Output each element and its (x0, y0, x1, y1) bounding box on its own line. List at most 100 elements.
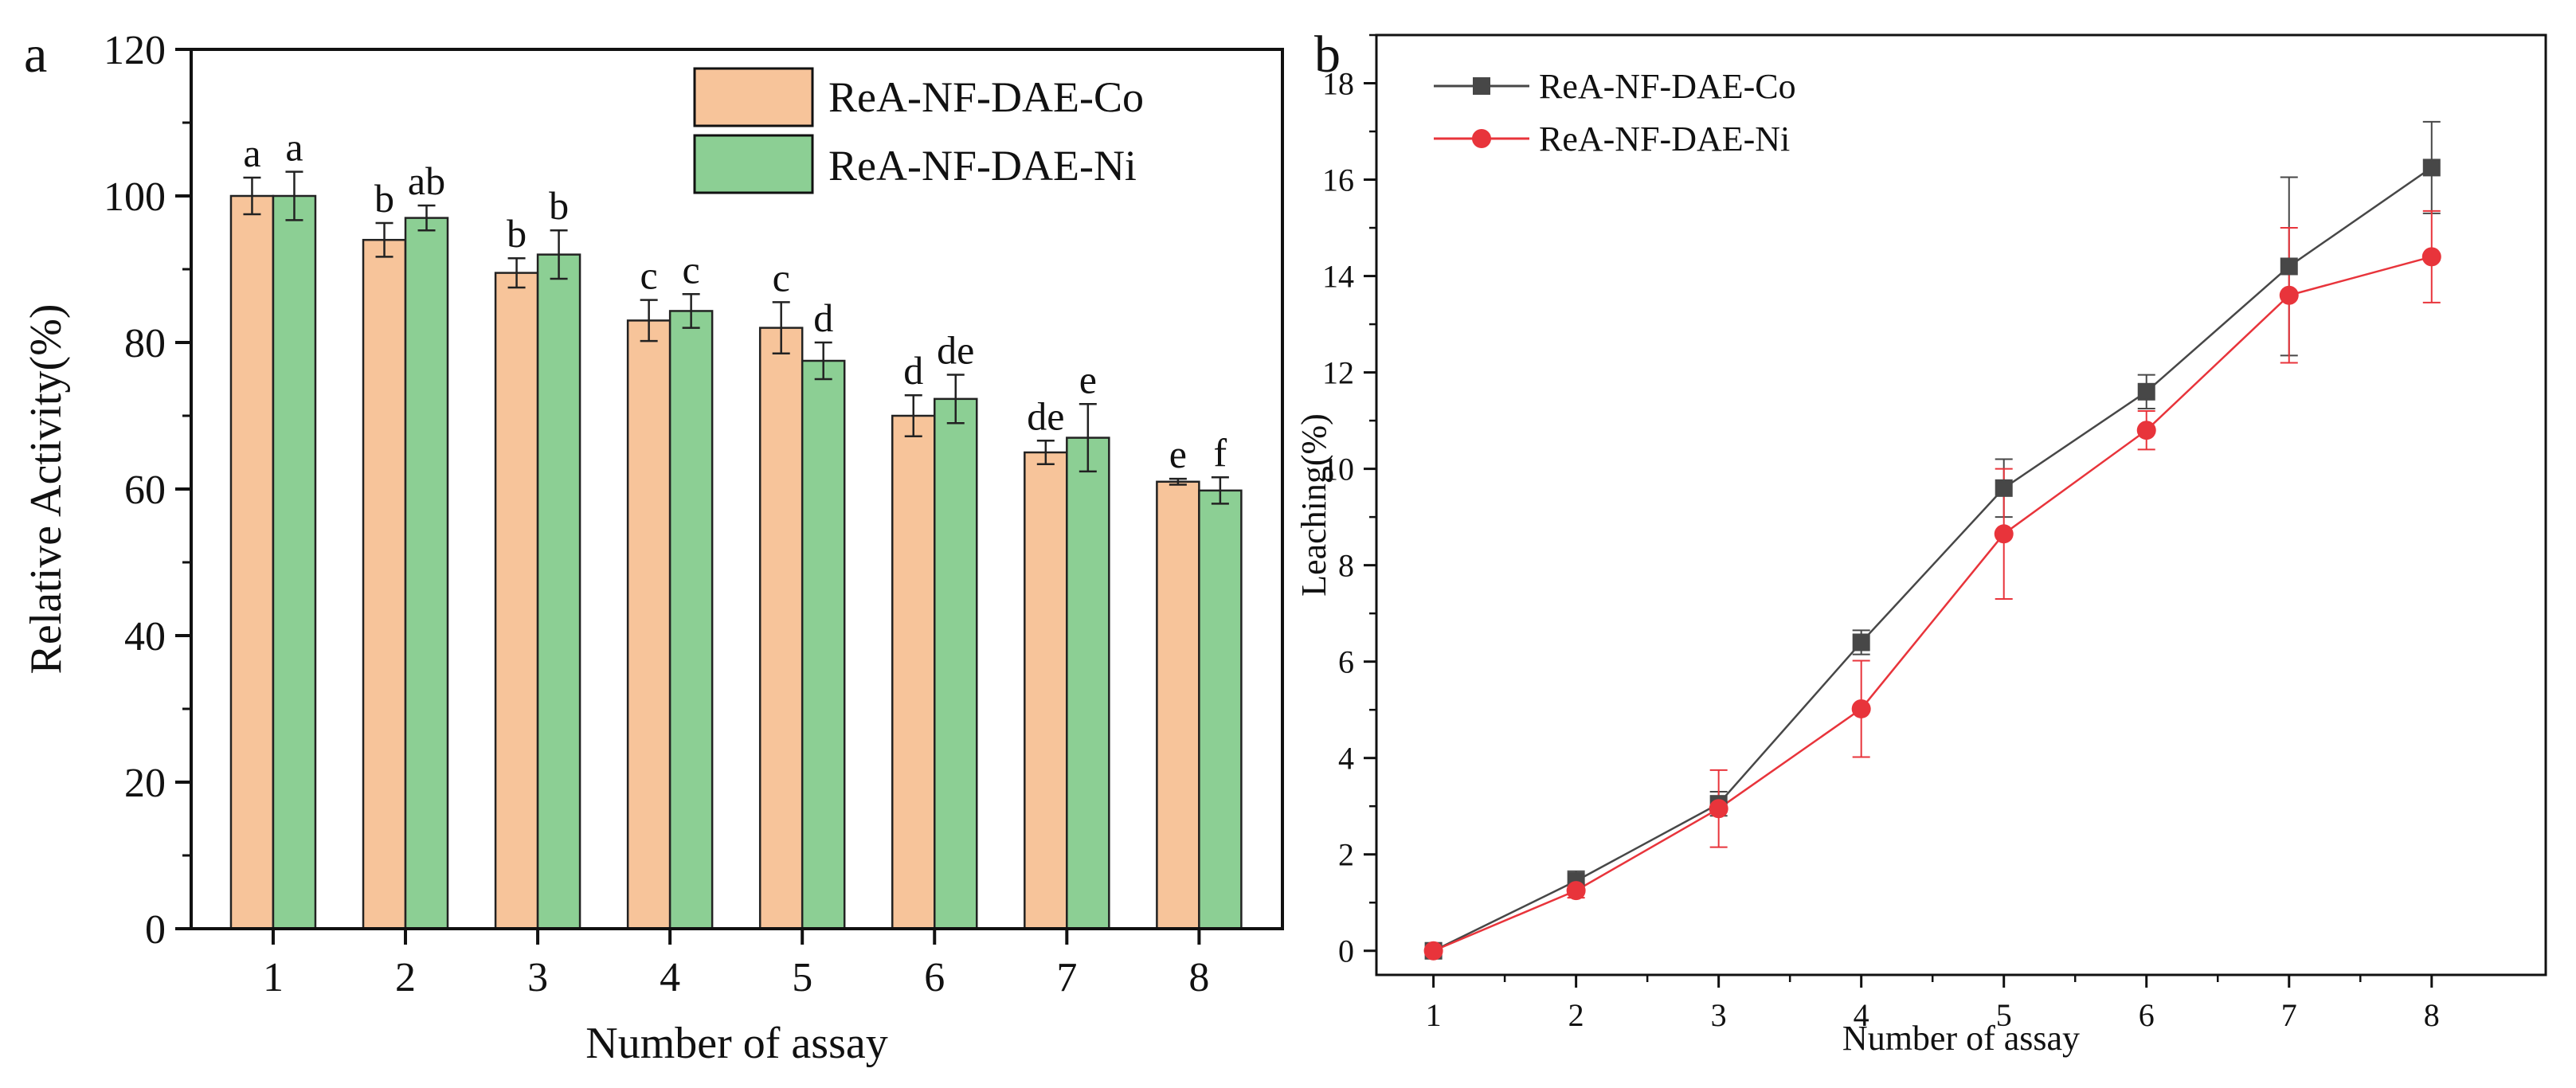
bar-ni (801, 359, 846, 930)
y-tick-label: 6 (1338, 644, 1354, 680)
significance-label: b (549, 183, 569, 228)
x-tick-label: 7 (1056, 955, 1077, 1000)
significance-label: c (683, 247, 700, 292)
bar-co (626, 319, 671, 930)
bar-co (1156, 480, 1200, 930)
data-point-ni (1709, 799, 1728, 819)
x-tick-label: 8 (1188, 955, 1209, 1000)
x-tick-label: 1 (1426, 997, 1442, 1033)
data-point-co (1852, 633, 1870, 652)
bar-co (494, 272, 539, 930)
x-tick-label: 6 (924, 955, 945, 1000)
data-point-ni (2421, 247, 2441, 267)
x-tick-label: 3 (527, 955, 548, 1000)
bar-ni (934, 397, 978, 930)
bar-co (229, 194, 275, 930)
panel-b-y-axis-title: Leaching(%) (1294, 413, 1333, 597)
significance-label: de (1027, 393, 1064, 438)
legend-swatch-co (693, 67, 814, 127)
panel-b-x-axis: 1 2 3 4 5 6 7 8 (1426, 975, 2440, 1033)
panel-b-label: b (1314, 25, 1341, 84)
y-tick-label: 60 (124, 468, 166, 513)
x-tick-label: 4 (660, 955, 680, 1000)
x-tick-label: 2 (1568, 997, 1584, 1033)
panel-a-x-axis-title: Number of assay (585, 1019, 887, 1068)
significance-label: e (1079, 357, 1097, 401)
y-tick-label: 80 (124, 321, 166, 366)
significance-label: b (507, 211, 527, 256)
data-point-ni (1994, 524, 2014, 544)
significance-label: a (285, 125, 303, 170)
x-tick-label: 2 (395, 955, 416, 1000)
panel-a-x-axis: 1 2 3 4 5 6 7 8 (263, 929, 1209, 1000)
panel-b-plot-frame (1375, 33, 2547, 976)
legend-marker-co (1473, 77, 1490, 95)
legend-label-co: ReA-NF-DAE-Co (1539, 67, 1796, 106)
y-tick-label: 18 (1322, 66, 1354, 102)
legend-label-ni: ReA-NF-DAE-Ni (1539, 119, 1790, 159)
bar-ni (1198, 489, 1243, 930)
x-tick-label: 7 (2281, 997, 2297, 1033)
y-tick-label: 4 (1338, 741, 1354, 777)
significance-label: c (773, 255, 790, 299)
panel-b-plot-content (1423, 120, 2441, 961)
x-tick-label: 4 (1854, 997, 1869, 1033)
bar-ni (404, 217, 449, 930)
bar-ni (1066, 436, 1110, 930)
significance-label: c (640, 253, 658, 298)
x-tick-label: 5 (1996, 997, 2012, 1033)
y-tick-label: 10 (1322, 452, 1354, 487)
significance-label: e (1169, 432, 1187, 476)
x-tick-label: 8 (2424, 997, 2440, 1033)
data-point-ni (2136, 421, 2156, 440)
bar-ni (536, 253, 581, 930)
legend-swatch-ni (693, 134, 814, 194)
x-tick-label: 6 (2139, 997, 2155, 1033)
legend-label-ni: ReA-NF-DAE-Ni (828, 142, 1137, 190)
y-tick-label: 40 (124, 614, 166, 659)
panel-a-y-axis: 0 20 40 60 80 100 120 (104, 28, 191, 953)
y-tick-label: 0 (1338, 933, 1354, 969)
data-point-ni (1566, 881, 1586, 901)
x-tick-label: 5 (792, 955, 812, 1000)
significance-label: f (1214, 430, 1227, 475)
data-point-ni (1423, 941, 1443, 961)
panel-b-y-axis: 0 2 4 6 8 10 12 14 16 18 (1322, 33, 1376, 969)
data-point-ni (2279, 285, 2299, 305)
y-tick-label: 100 (104, 174, 166, 220)
significance-label: d (813, 295, 833, 340)
y-tick-label: 8 (1338, 548, 1354, 584)
y-tick-label: 20 (124, 761, 166, 806)
data-point-co (2422, 159, 2441, 177)
significance-label: de (937, 327, 974, 372)
legend-marker-ni (1472, 129, 1491, 148)
data-point-co (2280, 257, 2298, 276)
bar-ni (272, 194, 317, 930)
significance-label: a (243, 131, 260, 175)
bar-co (362, 238, 407, 930)
y-tick-label: 12 (1322, 355, 1354, 391)
y-tick-label: 120 (104, 28, 166, 73)
y-tick-label: 2 (1338, 837, 1354, 873)
y-tick-label: 14 (1322, 259, 1354, 295)
significance-label: b (374, 176, 394, 221)
series-line-co (1433, 166, 2433, 952)
significance-label: ab (408, 159, 445, 203)
bar-co (891, 414, 936, 930)
legend-label-co: ReA-NF-DAE-Co (828, 73, 1144, 121)
bar-co (758, 327, 804, 930)
panel-b-legend: ReA-NF-DAE-Co ReA-NF-DAE-Ni (1434, 67, 1796, 159)
x-tick-label: 1 (263, 955, 284, 1000)
bar-co (1024, 451, 1068, 930)
significance-label: d (903, 348, 923, 393)
panel-b-x-axis-title: Number of assay (1842, 1019, 2080, 1058)
data-point-co (2137, 382, 2155, 401)
panel-a-legend: ReA-NF-DAE-Co ReA-NF-DAE-Ni (693, 67, 1144, 194)
x-tick-label: 3 (1711, 997, 1727, 1033)
bar-ni (668, 310, 714, 930)
data-point-co (1995, 479, 2013, 497)
